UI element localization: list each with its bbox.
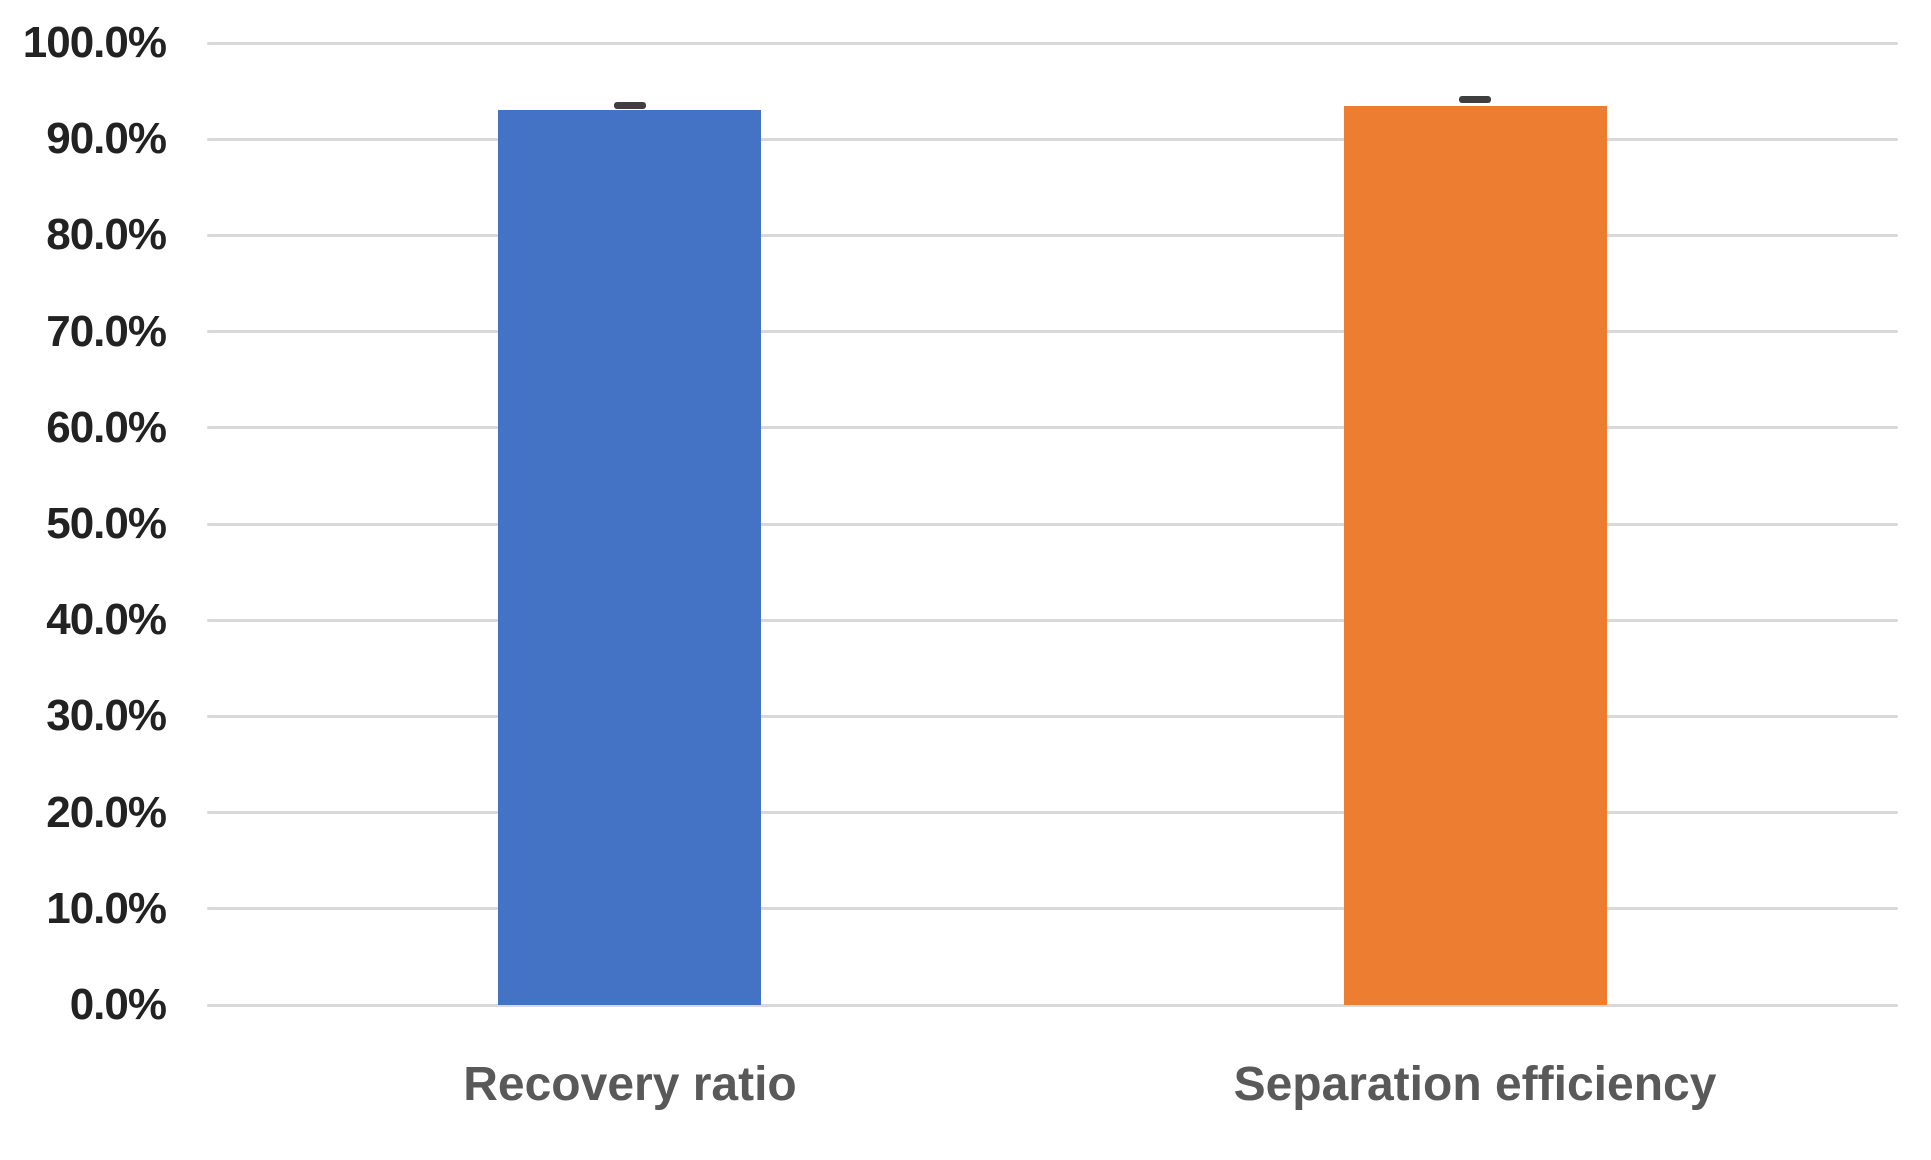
y-tick-label: 30.0%	[46, 691, 167, 741]
bar-recovery-ratio	[498, 110, 761, 1005]
y-tick-label: 70.0%	[46, 306, 167, 356]
gridline	[207, 426, 1898, 429]
bar-separation-efficiency	[1344, 106, 1607, 1005]
gridline	[207, 619, 1898, 622]
gridline	[207, 42, 1898, 45]
error-bar-cap	[614, 102, 646, 109]
category-label: Separation efficiency	[1233, 1058, 1717, 1111]
category-label: Recovery ratio	[463, 1058, 797, 1111]
y-tick-label: 50.0%	[46, 499, 167, 548]
y-tick-label: 80.0%	[46, 210, 167, 260]
x-axis-line	[207, 1004, 1898, 1007]
y-tick-label: 40.0%	[46, 595, 167, 645]
gridline	[207, 330, 1898, 333]
y-tick-label: 20.0%	[46, 787, 167, 837]
y-tick-label: 0.0%	[69, 980, 167, 1029]
y-tick-label: 90.0%	[46, 114, 167, 164]
gridline	[207, 138, 1898, 141]
gridline	[207, 523, 1898, 526]
gridline	[207, 234, 1898, 237]
gridline	[207, 907, 1898, 910]
y-tick-label: 10.0%	[46, 883, 167, 933]
gridline	[207, 715, 1898, 718]
y-tick-label: 100.0%	[22, 18, 167, 67]
gridline	[207, 811, 1898, 814]
y-tick-label: 60.0%	[46, 402, 167, 452]
error-bar-cap	[1459, 96, 1491, 103]
